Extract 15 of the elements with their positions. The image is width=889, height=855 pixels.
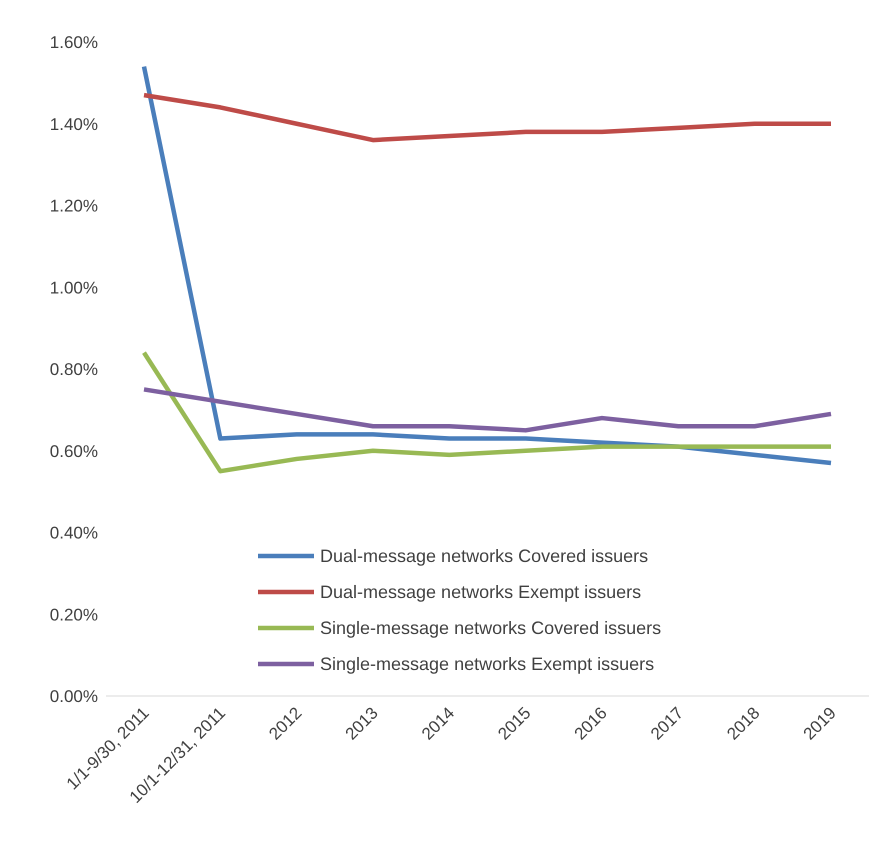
legend-label: Single-message networks Covered issuers (320, 618, 662, 638)
line-series (142, 387, 834, 433)
y-tick-label: 0.80% (50, 360, 98, 380)
y-tick-label: 0.40% (50, 524, 98, 543)
y-tick-label: 0.00% (50, 687, 98, 706)
legend-label: Dual-message networks Exempt issuers (320, 582, 642, 602)
y-tick-label: 0.20% (50, 605, 98, 624)
y-tick-label: 1.40% (50, 114, 98, 134)
y-tick-label: 1.00% (50, 278, 98, 298)
line-series (142, 64, 834, 466)
legend-label: Single-message networks Exempt issuers (320, 654, 654, 674)
y-tick-label: 1.20% (50, 196, 98, 216)
legend-label: Dual-message networks Covered issuers (320, 546, 648, 566)
y-tick-label: 0.60% (50, 442, 98, 461)
y-tick-label: 1.60% (50, 33, 98, 52)
